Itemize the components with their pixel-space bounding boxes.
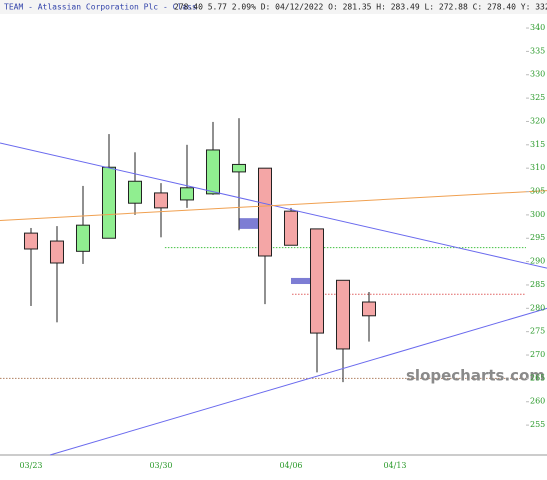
trendline — [49, 307, 547, 456]
candle-body — [75, 224, 90, 252]
chart-title: TEAM - Atlassian Corporation Plc - Class — [4, 3, 197, 12]
x-tick-label: 04/06 — [279, 461, 302, 470]
y-tick-label: 265 — [530, 373, 545, 382]
x-tick-label: 03/30 — [149, 461, 172, 470]
candle-body — [309, 228, 324, 334]
y-tick-label: 290 — [530, 257, 545, 266]
y-tick-label: 280 — [530, 303, 545, 312]
y-tick-label: 330 — [530, 70, 545, 79]
candle-body — [23, 232, 38, 250]
x-tick-label: 04/13 — [383, 461, 406, 470]
y-tick-label: 320 — [530, 116, 545, 125]
y-tick-label: 340 — [530, 23, 545, 32]
candle-body — [257, 167, 272, 257]
y-tick-label: 270 — [530, 350, 545, 359]
y-tick-label: 255 — [530, 420, 545, 429]
y-tick-label: 275 — [530, 327, 545, 336]
gap-zone — [290, 277, 317, 285]
candle-body — [231, 163, 246, 173]
y-tick-label: 295 — [530, 233, 545, 242]
y-tick-label: 305 — [530, 187, 545, 196]
candle-body — [335, 279, 350, 350]
candle-body — [362, 301, 377, 317]
trendline — [0, 190, 547, 221]
candle-body — [283, 210, 298, 246]
y-tick-label: 310 — [530, 163, 545, 172]
candle-body — [101, 166, 116, 239]
candle-body — [127, 180, 142, 204]
y-tick-label: 325 — [530, 93, 545, 102]
y-tick-label: 260 — [530, 397, 545, 406]
candle-body — [49, 240, 64, 264]
x-tick-label: 03/23 — [19, 461, 42, 470]
gap-zone — [238, 218, 265, 229]
candle-body — [179, 187, 194, 201]
y-tick-label: 315 — [530, 140, 545, 149]
quote: 278.40 5.77 2.09% D: 04/12/2022 O: 281.3… — [174, 3, 547, 12]
candle-body — [153, 192, 168, 209]
candle-body — [205, 149, 220, 195]
watermark: slopecharts.com — [406, 367, 545, 385]
y-tick-label: 335 — [530, 46, 545, 55]
y-tick-label: 285 — [530, 280, 545, 289]
y-tick-label: 300 — [530, 210, 545, 219]
header-bar — [0, 0, 547, 14]
